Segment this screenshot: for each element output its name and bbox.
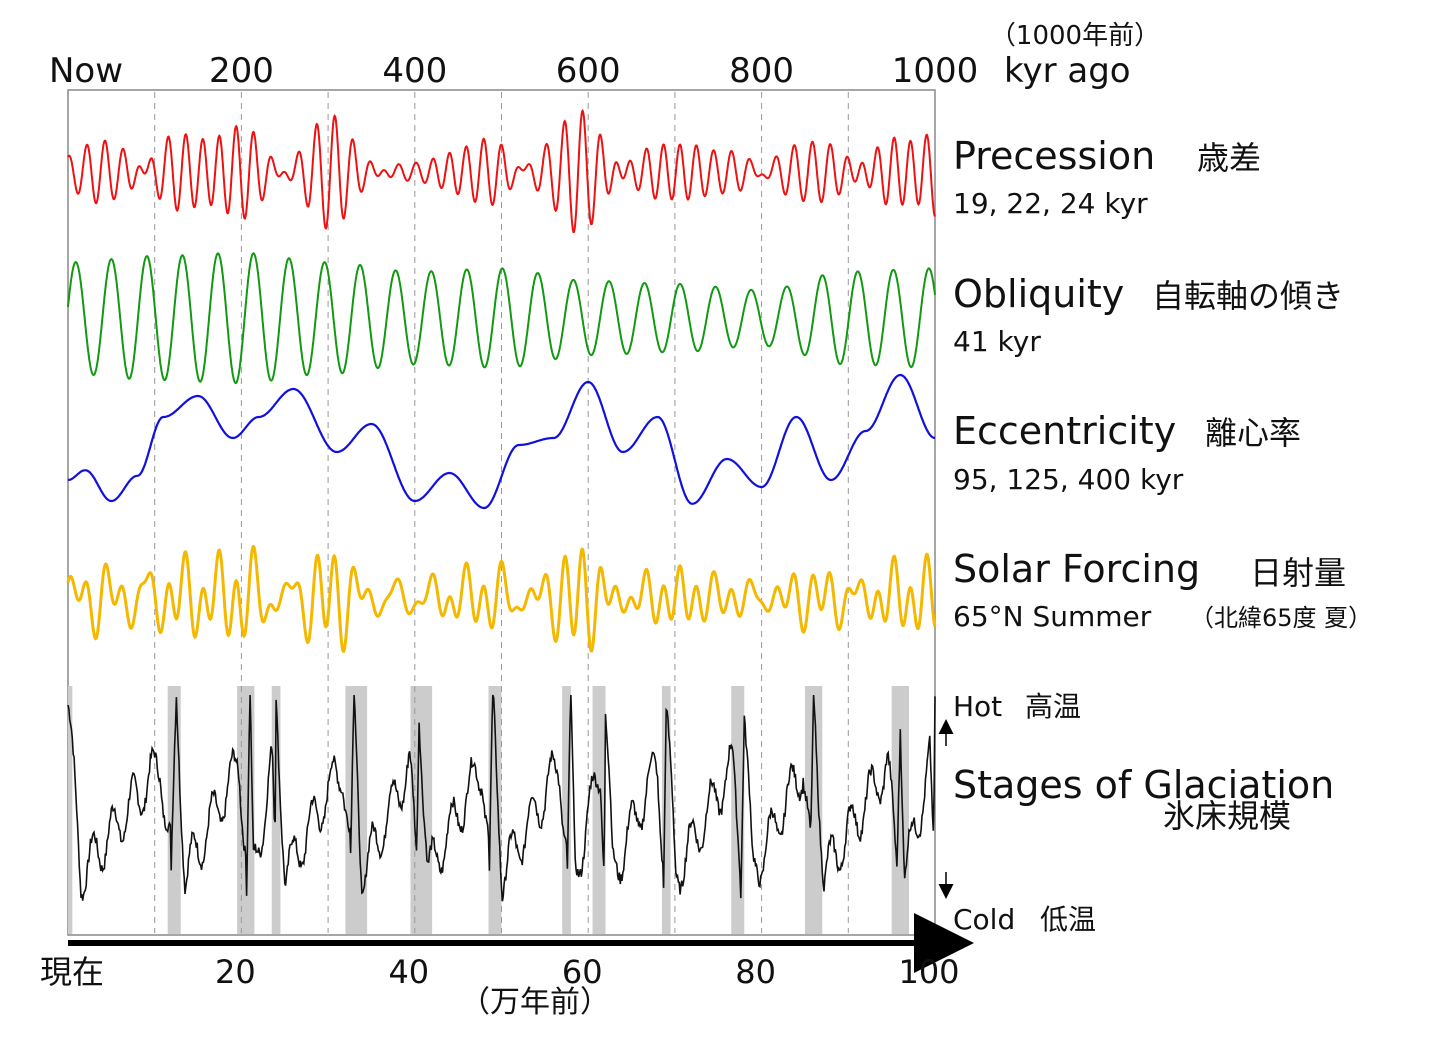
obliquity-line bbox=[67, 252, 936, 385]
bottom-axis-ticks: 現在 20 40 60 80 100 bbox=[40, 953, 960, 991]
precession-label-ja: 歳差 bbox=[1197, 139, 1261, 177]
top-tick-label: Now bbox=[49, 51, 123, 91]
eccentricity-label: Eccentricity bbox=[953, 409, 1176, 453]
cold-label-ja: 低温 bbox=[1040, 903, 1096, 936]
solar-forcing-line bbox=[66, 544, 937, 653]
solar-forcing-subtitle-ja: （北緯65度 夏） bbox=[1190, 604, 1372, 632]
cold-label: Cold bbox=[953, 903, 1015, 936]
interglacial-band bbox=[661, 686, 671, 934]
bottom-tick-label: 60 bbox=[562, 953, 603, 991]
bottom-tick-label: 80 bbox=[735, 953, 776, 991]
interglacial-band bbox=[345, 686, 368, 934]
precession-line bbox=[67, 108, 936, 233]
top-tick-label: 800 bbox=[729, 51, 794, 91]
eccentricity-label-ja: 離心率 bbox=[1205, 414, 1301, 452]
top-tick-label: 200 bbox=[209, 51, 274, 91]
interglacial-bands bbox=[68, 686, 909, 934]
interglacial-band bbox=[891, 686, 909, 934]
top-tick-label: 400 bbox=[382, 51, 447, 91]
solar-forcing-label-ja: 日射量 bbox=[1250, 554, 1346, 592]
glaciation-label-line1: Stages of Glaciation bbox=[953, 763, 1334, 807]
interglacial-band bbox=[68, 686, 73, 934]
bottom-tick-label: 現在 bbox=[40, 953, 104, 991]
obliquity-periods: 41 kyr bbox=[953, 325, 1041, 358]
solar-forcing-label: Solar Forcing bbox=[953, 547, 1200, 591]
interglacial-band bbox=[804, 686, 823, 934]
top-tick-label: 1000 bbox=[892, 51, 979, 91]
obliquity-label: Obliquity bbox=[953, 272, 1124, 316]
solar-forcing-subtitle: 65°N Summer bbox=[953, 600, 1152, 633]
precession-label: Precession bbox=[953, 134, 1155, 178]
interglacial-band bbox=[237, 686, 255, 934]
bottom-tick-label: 20 bbox=[215, 953, 256, 991]
bottom-tick-label: 40 bbox=[388, 953, 429, 991]
top-axis-unit-label: kyr ago bbox=[1004, 51, 1131, 91]
glaciation-label-ja: 氷床規模 bbox=[1163, 797, 1291, 835]
interglacial-band bbox=[410, 686, 433, 934]
interglacial-band bbox=[167, 686, 181, 934]
interglacial-band bbox=[592, 686, 606, 934]
eccentricity-periods: 95, 125, 400 kyr bbox=[953, 463, 1184, 496]
glaciation-line bbox=[67, 694, 936, 902]
obliquity-label-ja: 自転軸の傾き bbox=[1152, 277, 1344, 315]
hot-label-ja: 高温 bbox=[1025, 690, 1081, 723]
interglacial-band bbox=[562, 686, 571, 934]
precession-periods: 19, 22, 24 kyr bbox=[953, 187, 1148, 220]
top-tick-label: 600 bbox=[556, 51, 621, 91]
bottom-tick-label: 100 bbox=[898, 953, 959, 991]
hot-label: Hot bbox=[953, 690, 1002, 723]
bottom-axis-unit-label: （万年前） bbox=[460, 985, 610, 1020]
top-axis-ticks: Now 200 400 600 800 1000 bbox=[49, 51, 978, 91]
top-axis-unit-note: （1000年前） bbox=[990, 21, 1160, 51]
eccentricity-line bbox=[67, 373, 936, 510]
vertical-gridlines bbox=[154, 92, 849, 933]
